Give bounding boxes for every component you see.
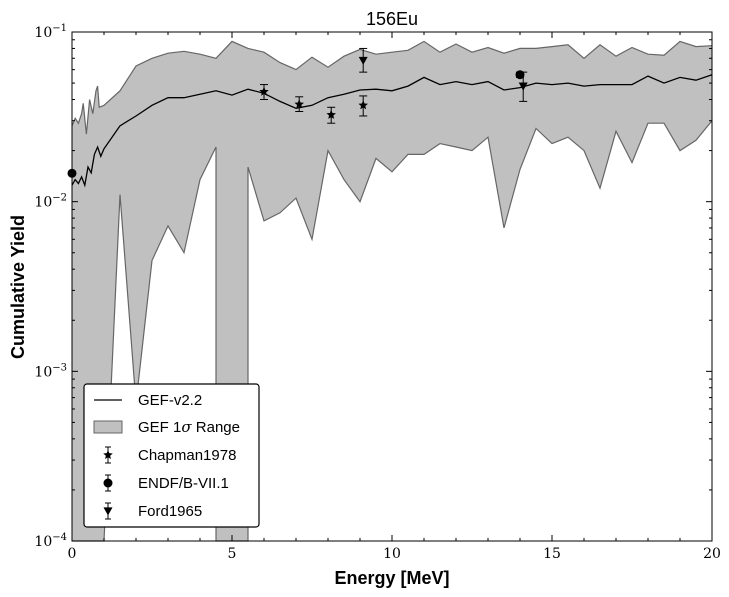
data-point-chapman1978-1 xyxy=(259,84,269,101)
legend-label: GEF 1σ Range xyxy=(138,418,240,436)
marker-star xyxy=(326,109,336,119)
legend: GEF-v2.2 GEF 1σ Range Chapman1978 ENDF/B-VI… xyxy=(83,383,260,528)
x-tick-label: 0 xyxy=(68,546,77,562)
legend-marker-circle xyxy=(103,478,113,488)
legend-item: GEF-v2.2 xyxy=(94,392,202,409)
marker-triangle-down xyxy=(358,56,368,65)
legend-swatch-band xyxy=(93,420,123,434)
y-tick-label: 10−1 xyxy=(34,23,67,41)
x-axis-label: Energy [MeV] xyxy=(334,568,449,588)
data-point-ford1965-1 xyxy=(358,47,368,73)
legend-item: ENDF/B-VII.1 xyxy=(103,474,229,492)
legend-item: Chapman1978 xyxy=(103,446,236,464)
legend-box xyxy=(83,383,260,528)
legend-item: GEF 1σ Range xyxy=(93,418,240,436)
band-upper-edge xyxy=(71,40,713,135)
marker-star xyxy=(358,100,368,110)
legend-item: Ford1965 xyxy=(103,502,202,520)
y-axis-label: Cumulative Yield xyxy=(8,215,28,359)
x-tick-label: 15 xyxy=(543,546,561,562)
chart-title: 156Eu xyxy=(366,9,418,29)
legend-label: Chapman1978 xyxy=(138,447,236,464)
legend-label: GEF-v2.2 xyxy=(138,392,202,409)
marker-star xyxy=(259,86,269,96)
x-tick-label: 10 xyxy=(383,546,401,562)
y-tick-label: 10−2 xyxy=(34,193,67,211)
y-tick-label: 10−3 xyxy=(34,362,67,380)
x-tick-label: 20 xyxy=(703,546,721,562)
data-point-ford1965-2 xyxy=(518,71,528,102)
legend-label: Ford1965 xyxy=(138,503,202,520)
legend-label: ENDF/B-VII.1 xyxy=(138,475,229,492)
data-point-chapman1978-2 xyxy=(294,96,304,112)
data-point-chapman1978-3 xyxy=(326,106,336,124)
series-line-gef-v2-2 xyxy=(71,74,713,188)
legend-marker-triangle-down xyxy=(103,507,113,516)
x-tick-label: 5 xyxy=(228,546,237,562)
data-point-chapman1978-4 xyxy=(358,95,368,117)
marker-star xyxy=(294,99,304,109)
legend-marker-star xyxy=(103,450,113,460)
marker-triangle-down xyxy=(518,82,528,91)
band-lower-edge xyxy=(72,120,713,542)
y-tick-label: 10−4 xyxy=(34,532,67,550)
